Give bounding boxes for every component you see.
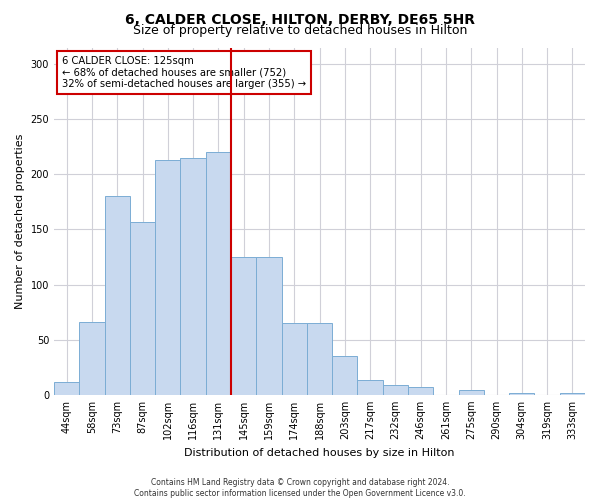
Bar [130,222,155,395]
Bar [79,322,104,395]
Bar [358,380,383,395]
Bar [256,257,281,395]
Y-axis label: Number of detached properties: Number of detached properties [15,134,25,309]
X-axis label: Distribution of detached houses by size in Hilton: Distribution of detached houses by size … [184,448,455,458]
Bar [281,323,307,395]
Bar [332,356,358,395]
Bar [458,390,484,395]
Bar [206,152,231,395]
Bar [155,160,181,395]
Bar [560,392,585,395]
Bar [104,196,130,395]
Text: Size of property relative to detached houses in Hilton: Size of property relative to detached ho… [133,24,467,37]
Bar [181,158,206,395]
Bar [231,257,256,395]
Bar [383,385,408,395]
Bar [307,323,332,395]
Text: 6, CALDER CLOSE, HILTON, DERBY, DE65 5HR: 6, CALDER CLOSE, HILTON, DERBY, DE65 5HR [125,12,475,26]
Bar [54,382,79,395]
Text: Contains HM Land Registry data © Crown copyright and database right 2024.
Contai: Contains HM Land Registry data © Crown c… [134,478,466,498]
Bar [408,387,433,395]
Text: 6 CALDER CLOSE: 125sqm
← 68% of detached houses are smaller (752)
32% of semi-de: 6 CALDER CLOSE: 125sqm ← 68% of detached… [62,56,306,90]
Bar [509,392,535,395]
